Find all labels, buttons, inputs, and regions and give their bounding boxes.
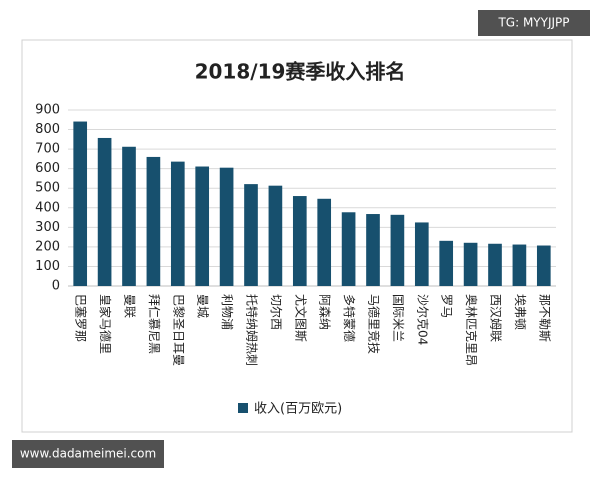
x-tick-label: 埃弗顿 bbox=[513, 294, 527, 330]
x-tick-label: 国际米兰 bbox=[391, 294, 405, 342]
x-tick-label: 皇家马德里 bbox=[98, 294, 113, 354]
legend-label: 收入(百万欧元) bbox=[254, 402, 342, 417]
x-tick-label: 切尔西 bbox=[269, 294, 284, 330]
bar bbox=[414, 222, 429, 286]
bar bbox=[536, 245, 551, 286]
bar bbox=[390, 214, 405, 286]
x-tick-label: 托特纳姆热刺 bbox=[245, 294, 260, 366]
bar bbox=[146, 156, 161, 286]
bar bbox=[122, 146, 136, 286]
y-tick-label: 900 bbox=[35, 103, 60, 118]
x-tick-label: 沙尔克04 bbox=[415, 294, 430, 345]
watermark-box bbox=[12, 440, 164, 468]
bar bbox=[73, 121, 88, 286]
x-tick-label: 罗马 bbox=[440, 294, 454, 318]
bar bbox=[512, 244, 527, 286]
y-tick-label: 800 bbox=[35, 122, 60, 137]
bar bbox=[317, 198, 332, 286]
x-tick-label: 巴黎圣日耳曼 bbox=[171, 294, 185, 366]
y-tick-label: 300 bbox=[35, 220, 60, 235]
legend-swatch bbox=[238, 403, 248, 413]
bar bbox=[292, 196, 307, 286]
x-tick-label: 曼城 bbox=[196, 294, 210, 318]
y-tick-label: 0 bbox=[52, 279, 60, 294]
watermark: TG: MYYJJPP bbox=[497, 16, 569, 30]
bar bbox=[341, 212, 356, 286]
x-tick-label: 拜仁慕尼黑 bbox=[147, 294, 161, 354]
y-tick-label: 600 bbox=[35, 161, 60, 176]
bar bbox=[219, 167, 234, 286]
bar bbox=[244, 184, 258, 286]
bar bbox=[195, 166, 210, 286]
chart-title: 2018/19赛季收入排名 bbox=[195, 60, 406, 84]
y-tick-label: 500 bbox=[35, 181, 60, 196]
x-tick-label: 巴塞罗那 bbox=[74, 294, 89, 342]
watermark-box bbox=[478, 10, 590, 36]
bar bbox=[439, 240, 454, 286]
bar bbox=[97, 137, 112, 286]
y-tick-label: 400 bbox=[35, 200, 60, 215]
y-tick-label: 700 bbox=[35, 142, 60, 157]
x-tick-label: 阿森纳 bbox=[318, 294, 333, 330]
bar bbox=[463, 242, 478, 286]
bar bbox=[488, 243, 502, 286]
bar bbox=[268, 185, 283, 286]
x-tick-label: 西汉姆联 bbox=[489, 294, 503, 342]
y-tick-label: 200 bbox=[35, 239, 60, 254]
x-tick-label: 多特蒙德 bbox=[342, 294, 357, 342]
watermark: www.dadameimei.com bbox=[20, 447, 156, 461]
bar bbox=[366, 214, 380, 286]
x-tick-label: 马德里竞技 bbox=[367, 294, 382, 354]
x-tick-label: 曼联 bbox=[123, 294, 137, 318]
bar bbox=[170, 161, 185, 286]
x-tick-label: 奥林匹克里昂 bbox=[464, 294, 478, 366]
y-tick-label: 100 bbox=[35, 259, 60, 274]
x-tick-label: 利物浦 bbox=[220, 294, 234, 330]
x-tick-label: 尤文图斯 bbox=[293, 294, 308, 342]
x-tick-label: 那不勒斯 bbox=[537, 294, 551, 342]
